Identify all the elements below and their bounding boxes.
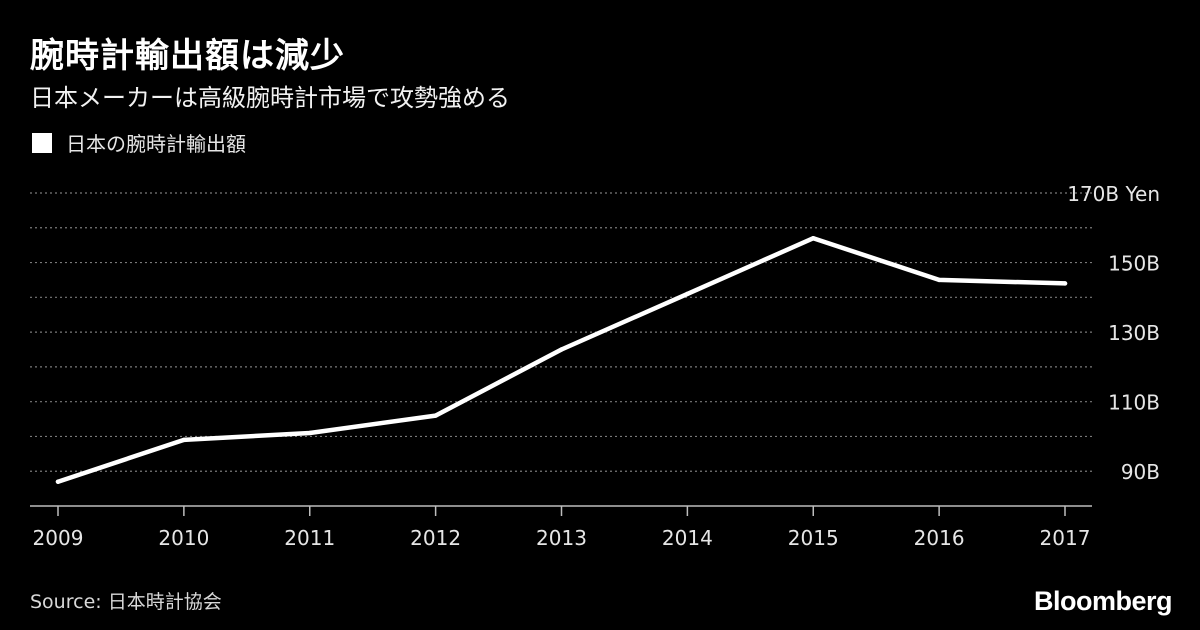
x-tick-label: 2010 — [158, 526, 209, 550]
data-point — [1062, 281, 1068, 286]
chart-subtitle: 日本メーカーは高級腕時計市場で攻勢強める — [30, 84, 510, 112]
x-tick-label: 2013 — [536, 526, 587, 550]
data-point — [55, 479, 61, 484]
y-tick-label: 90B — [1121, 460, 1160, 484]
x-tick-label: 2014 — [662, 526, 713, 550]
x-tick-label: 2015 — [788, 526, 839, 550]
x-tick-label: 2016 — [914, 526, 965, 550]
y-tick-label: 110B — [1108, 391, 1160, 415]
legend-label: 日本の腕時計輸出額 — [66, 132, 246, 156]
data-point — [307, 430, 312, 436]
legend: 日本の腕時計輸出額 — [32, 128, 246, 157]
data-point — [559, 347, 564, 352]
y-tick-label: 130B — [1108, 321, 1160, 345]
y-tick-label: 150B — [1108, 252, 1160, 276]
bloomberg-logo: Bloomberg — [1033, 586, 1173, 616]
legend-swatch — [32, 132, 52, 153]
x-tick-label: 2009 — [33, 526, 84, 550]
data-point — [811, 236, 816, 241]
x-tick-label: 2012 — [410, 526, 461, 550]
chart-title: 腕時計輸出額は減少 — [30, 36, 345, 76]
data-point — [181, 437, 187, 443]
data-point — [936, 277, 942, 283]
series-line — [55, 235, 1068, 484]
data-point — [685, 291, 690, 297]
x-tick-label: 2017 — [1040, 526, 1091, 550]
data-point — [433, 413, 438, 418]
source-note: Source: 日本時計協会 — [30, 591, 222, 613]
y-tick-label: 170B Yen — [1067, 182, 1160, 206]
x-tick-label: 2011 — [284, 526, 335, 550]
